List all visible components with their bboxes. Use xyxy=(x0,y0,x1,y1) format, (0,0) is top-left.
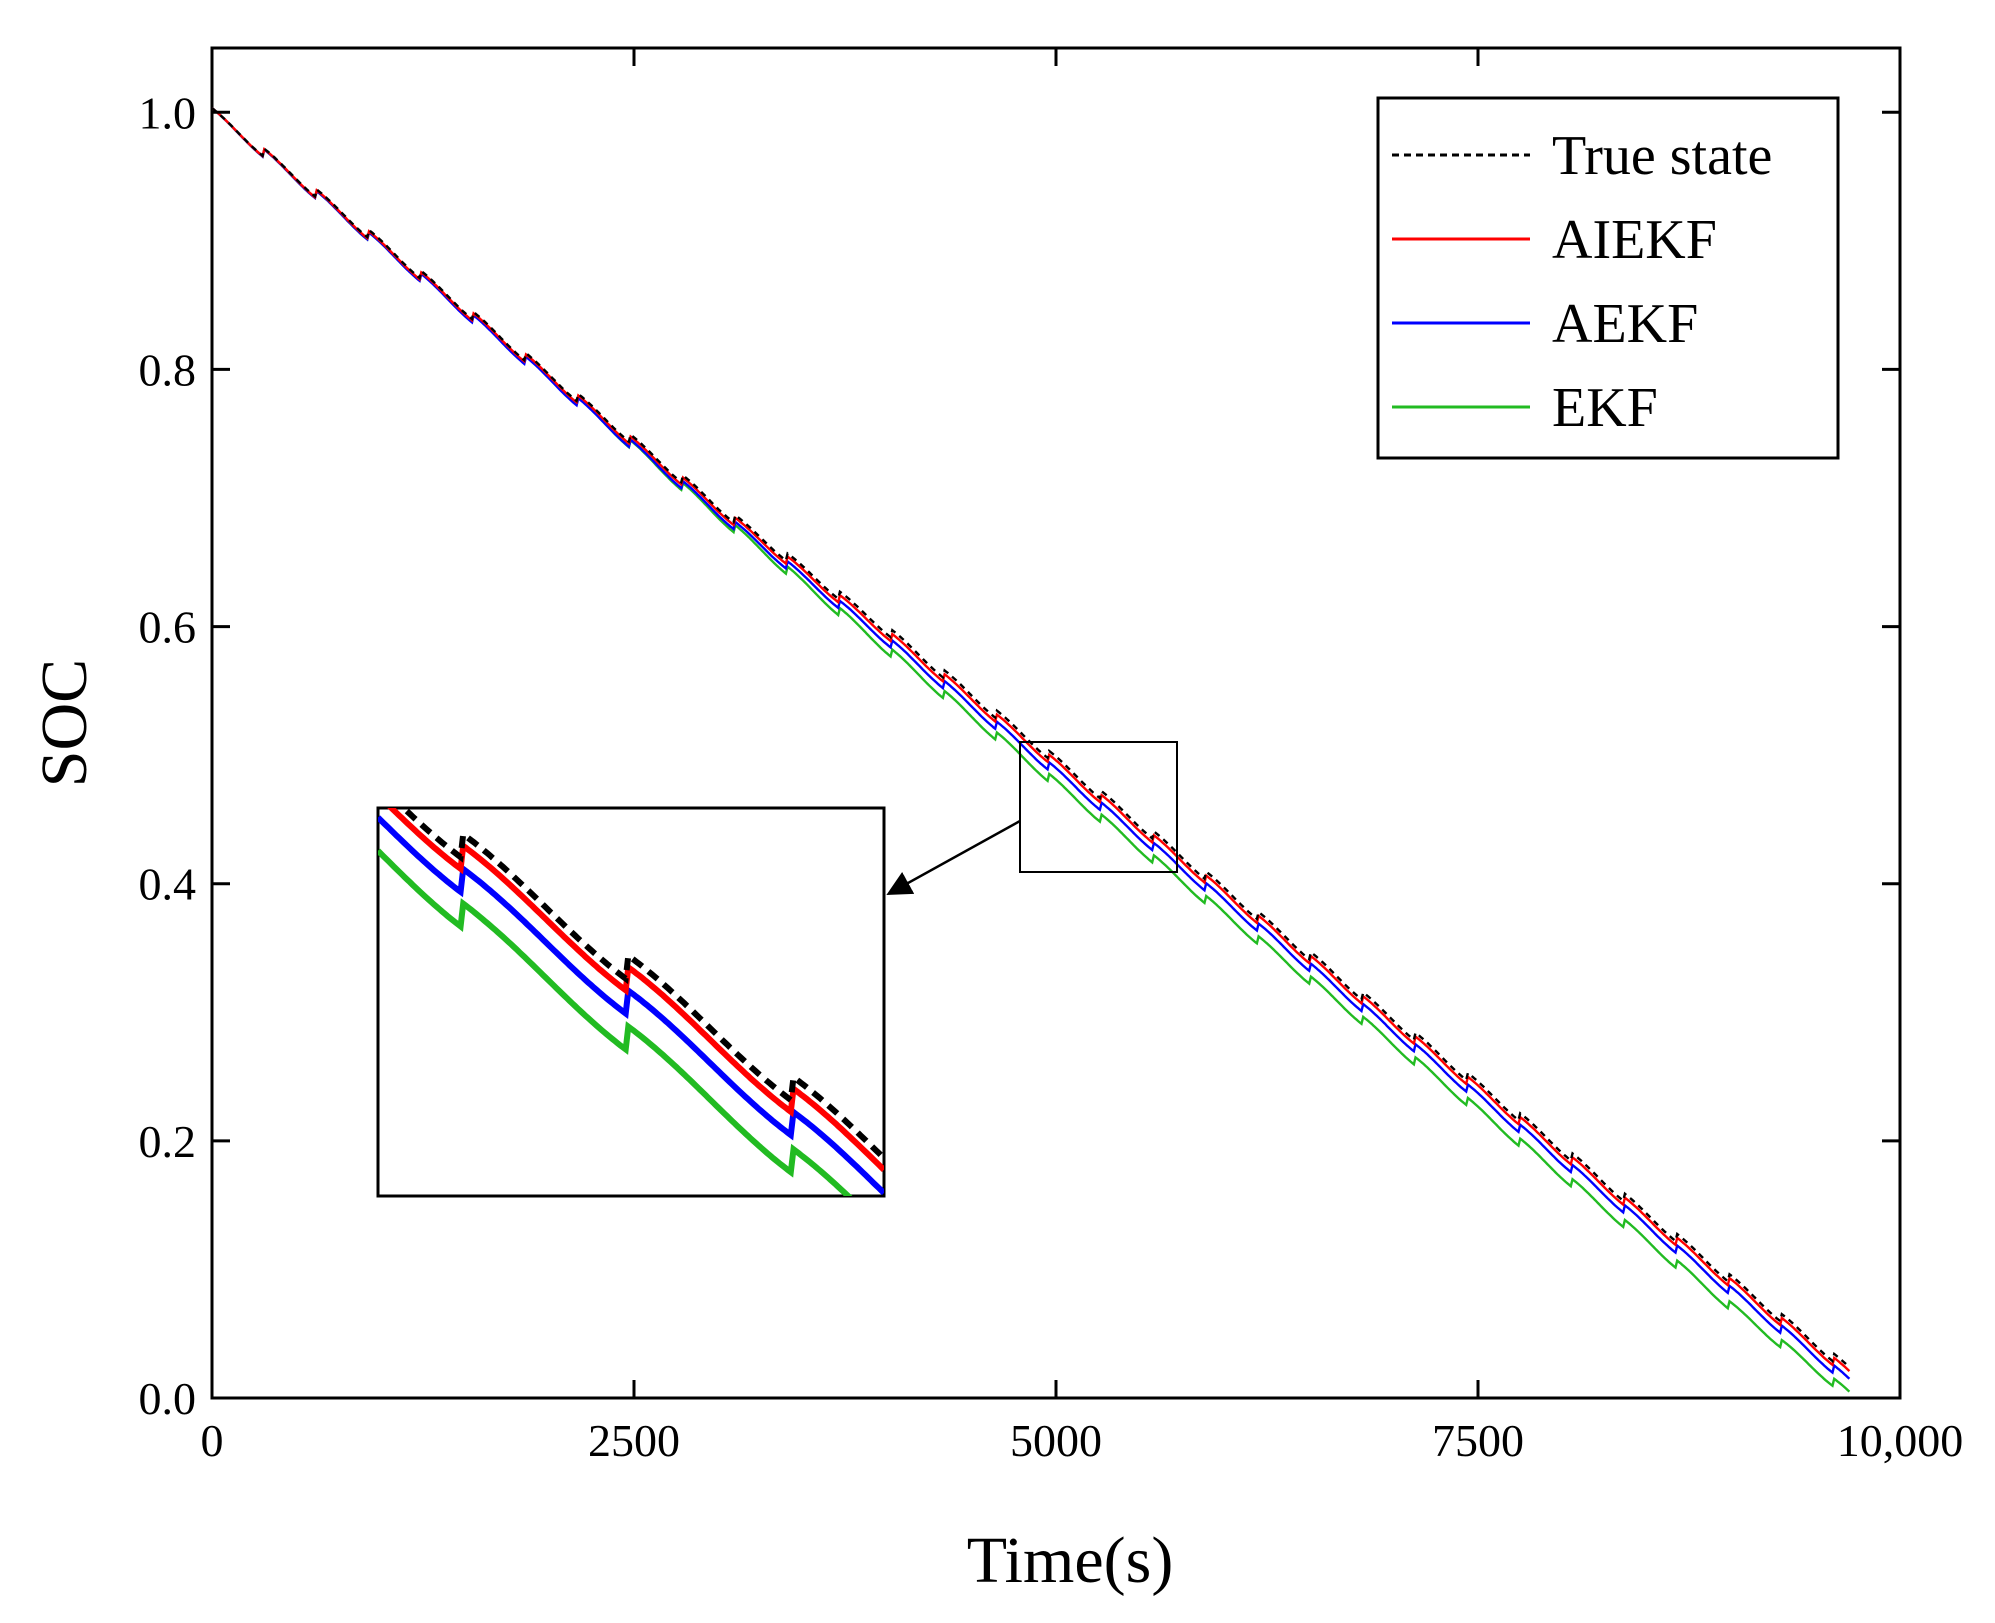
zoom-region-box xyxy=(1019,741,1178,873)
inset-series-layer xyxy=(378,808,884,1196)
x-tick-label: 0 xyxy=(201,1415,224,1466)
legend-label: AIEKF xyxy=(1552,209,1717,271)
x-tick-label: 2500 xyxy=(588,1415,680,1466)
legend-label: EKF xyxy=(1552,377,1658,439)
zoom-arrow xyxy=(886,819,1021,896)
legend-box xyxy=(1376,96,1840,460)
inset-line-aiekf xyxy=(387,808,884,1172)
y-axis-label: SOC xyxy=(28,659,101,787)
inset-line-ekf xyxy=(378,848,853,1196)
x-tick-label: 7500 xyxy=(1432,1415,1524,1466)
series-line-aekf xyxy=(212,107,1851,1380)
legend-label: AEKF xyxy=(1552,293,1698,355)
y-tick-label: 0.8 xyxy=(139,344,197,395)
legend-label: True state xyxy=(1552,125,1772,187)
y-tick-label: 0.0 xyxy=(139,1373,197,1424)
inset-line-true-state xyxy=(399,808,884,1161)
x-axis: 0 2500 5000 7500 10,000 xyxy=(201,48,1964,1466)
x-tick-label: 5000 xyxy=(1010,1415,1102,1466)
inset-line-aekf xyxy=(378,815,884,1196)
y-tick-label: 0.4 xyxy=(139,859,197,910)
y-axis: 0.0 0.2 0.4 0.6 0.8 1.0 xyxy=(139,87,1900,1424)
legend: True state AIEKF AEKF EKF xyxy=(1376,96,1840,460)
y-tick-label: 1.0 xyxy=(139,87,197,138)
x-axis-label: Time(s) xyxy=(967,1524,1174,1597)
x-tick-label: 10,000 xyxy=(1837,1415,1964,1466)
y-tick-label: 0.2 xyxy=(139,1116,197,1167)
y-tick-label: 0.6 xyxy=(139,602,197,653)
